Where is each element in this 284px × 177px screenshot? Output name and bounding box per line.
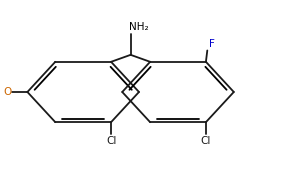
- Text: NH₂: NH₂: [129, 22, 149, 32]
- Text: Cl: Cl: [201, 136, 211, 146]
- Text: Cl: Cl: [106, 136, 116, 146]
- Text: O: O: [3, 87, 11, 97]
- Text: F: F: [209, 39, 215, 49]
